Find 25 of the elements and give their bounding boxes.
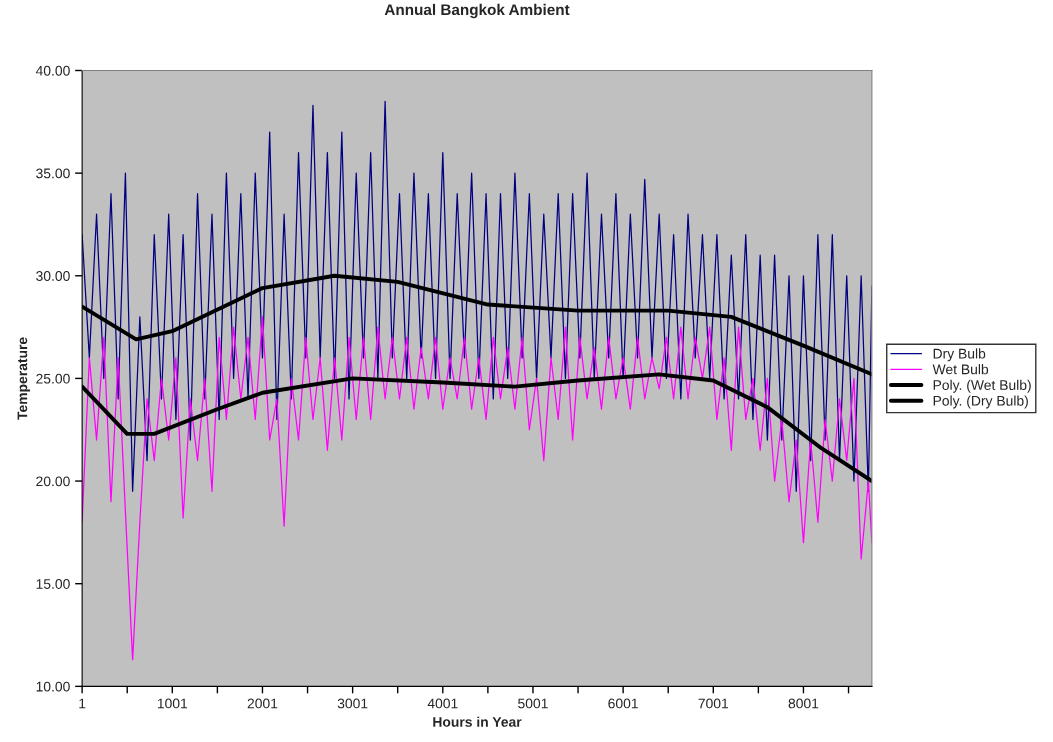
legend-label: Dry Bulb	[933, 348, 986, 362]
x-tick-label: 5001	[518, 698, 548, 709]
y-tick-label: 10.00	[36, 681, 70, 692]
y-tick-label: 35.00	[36, 168, 70, 179]
line-series	[82, 100, 872, 492]
x-tick-label: 4001	[427, 698, 458, 709]
x-tick-label: 1001	[157, 698, 188, 709]
y-tick-label: 30.00	[36, 271, 70, 281]
x-axis-title: Hours in Year	[433, 716, 522, 727]
x-tick-label: 1	[79, 698, 86, 709]
legend-label: Wet Bulb	[932, 364, 989, 375]
y-tick-label: 25.00	[36, 373, 70, 384]
x-tick-label: 7001	[698, 698, 729, 709]
legend-label: Poly. (Wet Bulb)	[933, 379, 1031, 393]
x-tick-label: 8001	[788, 698, 819, 709]
x-tick-label: 3001	[337, 698, 368, 709]
legend-label: Poly. (Dry Bulb)	[933, 395, 1028, 409]
y-tick-label: 15.00	[36, 579, 70, 589]
line-series	[82, 316, 872, 661]
x-tick-label: 6001	[608, 698, 638, 709]
chart-title: Annual Bangkok Ambient	[384, 3, 570, 19]
y-tick-label: 40.00	[35, 65, 70, 76]
y-tick-label: 20.00	[36, 476, 70, 487]
y-axis-title: Temperature	[17, 337, 31, 420]
x-tick-label: 2001	[247, 698, 278, 709]
